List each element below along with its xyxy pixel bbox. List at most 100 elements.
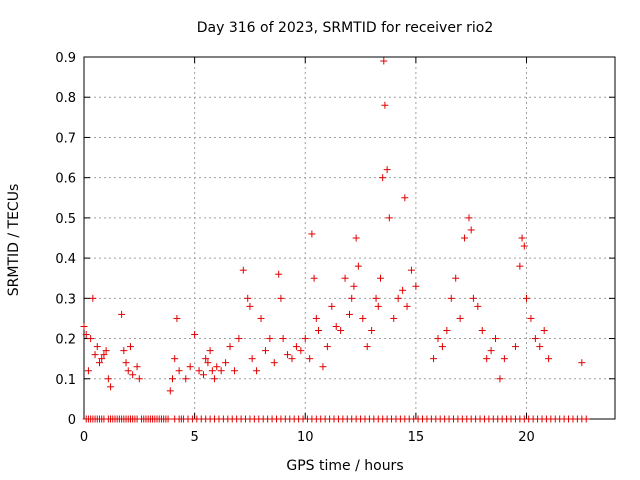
data-point	[84, 367, 92, 375]
data-point	[354, 262, 362, 270]
data-point	[394, 294, 402, 302]
data-point	[297, 347, 305, 355]
data-point	[118, 310, 126, 318]
data-point	[186, 363, 194, 371]
axis-ticks: 0 0.1 0.2 0.3 0.4 0.5 0.6 0.7 0.8 0.9 0 5 10 15 20	[55, 51, 615, 445]
y-tick-label: 0.2	[55, 333, 76, 348]
data-point	[169, 375, 176, 383]
data-point	[235, 335, 243, 343]
data-point	[523, 294, 530, 302]
x-tick-label: 20	[518, 430, 535, 445]
data-point	[102, 347, 110, 355]
data-point	[412, 282, 420, 290]
y-tick-label: 0.5	[55, 212, 76, 227]
data-point	[399, 286, 407, 294]
y-tick-label: 0.1	[55, 373, 76, 388]
data-point	[540, 327, 548, 335]
data-point	[89, 294, 97, 302]
y-tick-label: 0	[68, 413, 76, 428]
data-point	[230, 367, 238, 375]
data-point	[182, 375, 190, 383]
data-point	[199, 371, 207, 379]
data-point	[253, 367, 261, 375]
data-point	[492, 335, 500, 343]
y-tick-label: 0.4	[55, 252, 76, 267]
data-point	[337, 327, 345, 335]
data-point	[93, 343, 101, 351]
y-tick-label: 0.3	[55, 292, 76, 307]
data-point	[474, 302, 482, 310]
data-point	[536, 343, 544, 351]
data-point	[500, 355, 508, 363]
data-point	[518, 234, 526, 242]
data-point	[261, 347, 269, 355]
data-point	[487, 347, 495, 355]
data-point	[380, 57, 388, 65]
data-point	[126, 343, 134, 351]
grid-lines	[84, 57, 615, 419]
data-point	[381, 101, 389, 109]
data-point	[204, 359, 212, 367]
data-point	[511, 343, 519, 351]
data-point	[164, 415, 172, 423]
data-point	[483, 355, 491, 363]
data-point	[438, 343, 446, 351]
y-tick-label: 0.8	[55, 91, 76, 106]
data-point	[191, 331, 199, 339]
data-point	[80, 322, 88, 330]
data-point	[82, 331, 90, 339]
data-point	[374, 302, 382, 310]
x-tick-label: 5	[190, 430, 198, 445]
data-point	[248, 355, 256, 363]
data-point	[306, 355, 314, 363]
x-axis-label: GPS time / hours	[286, 458, 403, 474]
data-point	[390, 314, 398, 322]
data-point	[578, 359, 586, 367]
data-point	[288, 355, 296, 363]
data-point	[527, 314, 535, 322]
data-point	[467, 226, 475, 234]
data-point	[95, 359, 103, 367]
y-tick-label: 0.6	[55, 172, 76, 187]
data-point	[352, 234, 360, 242]
data-point	[279, 335, 287, 343]
chart-title: Day 316 of 2023, SRMTID for receiver rio…	[197, 20, 494, 36]
data-point	[385, 214, 393, 222]
data-point	[208, 367, 216, 375]
plot-frame	[83, 56, 616, 420]
data-point	[292, 343, 300, 351]
data-point	[452, 274, 460, 282]
data-point	[310, 274, 318, 282]
data-point	[350, 282, 358, 290]
data-point	[211, 375, 219, 383]
data-point	[133, 363, 141, 371]
data-point	[104, 375, 112, 383]
y-tick-label: 0.7	[55, 131, 76, 146]
data-point	[120, 347, 128, 355]
data-point	[175, 367, 183, 375]
data-point	[447, 294, 455, 302]
data-point	[372, 294, 380, 302]
data-point	[166, 387, 174, 395]
data-point	[376, 274, 384, 282]
data-point	[363, 343, 371, 351]
data-point	[582, 415, 590, 423]
data-point	[323, 343, 331, 351]
data-point	[328, 302, 336, 310]
data-point	[122, 359, 130, 367]
data-point	[315, 327, 323, 335]
data-point	[312, 314, 320, 322]
data-point	[545, 355, 553, 363]
data-markers	[80, 57, 590, 423]
data-point	[284, 351, 292, 359]
data-point	[91, 351, 99, 359]
data-point	[277, 294, 285, 302]
data-point	[341, 274, 349, 282]
data-point	[266, 335, 274, 343]
data-point	[520, 242, 528, 250]
data-point	[257, 314, 265, 322]
data-point	[383, 166, 391, 174]
data-point	[379, 174, 387, 182]
data-point	[332, 322, 340, 330]
